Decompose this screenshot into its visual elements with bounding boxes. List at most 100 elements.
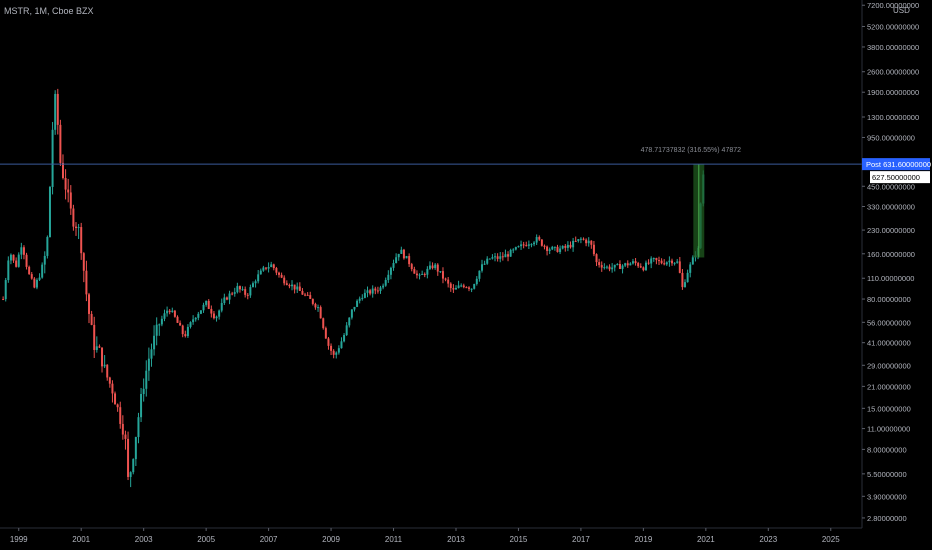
candle-up <box>621 265 624 269</box>
candle-up <box>405 256 408 259</box>
candle-up <box>418 274 421 276</box>
x-tick-label: 2025 <box>822 535 840 544</box>
candle-down <box>72 208 75 227</box>
candle-down <box>681 272 684 288</box>
candle-up <box>262 267 265 271</box>
candle-up <box>337 348 340 353</box>
candle-up <box>317 307 320 309</box>
candle-up <box>363 292 366 298</box>
candle-up <box>686 272 689 283</box>
candle-up <box>236 286 239 293</box>
candle-down <box>595 254 598 263</box>
candle-down <box>496 256 499 259</box>
candle-up <box>20 247 23 255</box>
candle-down <box>467 287 470 289</box>
candle-up <box>512 249 515 251</box>
candle-up <box>457 285 460 288</box>
candle-up <box>189 322 192 327</box>
candle-down <box>88 294 91 314</box>
candle-down <box>462 285 465 288</box>
candle-up <box>486 258 489 264</box>
candle-up <box>103 364 106 367</box>
price-axis[interactable]: 7200.00000000 5200.00000000 3800.00000000 2… <box>861 0 919 528</box>
candle-up <box>514 247 517 250</box>
candle-up <box>426 268 429 275</box>
candle-up <box>296 286 299 290</box>
x-tick-label: 2001 <box>72 535 90 544</box>
candle-down <box>311 298 314 304</box>
candle-up <box>251 283 254 288</box>
candle-down <box>525 245 528 247</box>
candle-up <box>520 244 523 247</box>
y-tick-label: 3800.00000000 <box>867 43 919 52</box>
candle-down <box>106 364 109 378</box>
candle-up <box>348 317 351 326</box>
y-tick-label: 3.90000000 <box>867 492 907 501</box>
candle-up <box>9 254 12 261</box>
candle-down <box>423 273 426 275</box>
candle-down <box>465 287 468 289</box>
candle-down <box>452 288 455 290</box>
y-tick-label: 29.00000000 <box>867 361 911 370</box>
candle-down <box>22 247 25 255</box>
candle-up <box>199 310 202 314</box>
candle-up <box>504 254 507 258</box>
x-tick-label: 2003 <box>135 535 153 544</box>
candle-down <box>639 266 642 268</box>
candle-up <box>387 274 390 280</box>
candle-down <box>540 239 543 246</box>
candle-up <box>145 370 148 389</box>
candle-down <box>543 245 546 247</box>
candle-down <box>179 322 182 326</box>
y-tick-label: 56.00000000 <box>867 318 911 327</box>
candle-down <box>59 124 62 163</box>
candle-up <box>356 300 359 307</box>
candle-up <box>629 263 632 266</box>
candle-down <box>212 313 215 319</box>
candle-down <box>657 260 660 262</box>
y-tick-label: 80.00000000 <box>867 295 911 304</box>
candle-down <box>127 438 130 477</box>
candle-up <box>439 271 442 273</box>
candle-down <box>598 262 601 266</box>
time-axis[interactable]: 1999 2001 2003 2005 2007 2009 2011 2013 2015 2017… <box>0 527 862 544</box>
x-tick-label: 2023 <box>759 535 777 544</box>
candle-down <box>501 256 504 258</box>
candle-down <box>569 244 572 248</box>
candle-down <box>564 245 567 248</box>
y-tick-label: 11.00000000 <box>867 425 910 434</box>
candle-down <box>272 264 275 269</box>
candle-down <box>415 273 418 276</box>
candle-down <box>114 393 117 405</box>
candle-up <box>397 253 400 258</box>
candle-down <box>319 307 322 319</box>
candle-up <box>527 244 530 246</box>
y-tick-label: 5200.00000000 <box>867 22 919 31</box>
candle-down <box>101 347 104 367</box>
y-tick-label: 5.50000000 <box>867 470 907 479</box>
candle-up <box>220 303 223 311</box>
candle-down <box>61 162 64 179</box>
x-tick-label: 2005 <box>197 535 215 544</box>
candle-down <box>322 318 325 329</box>
candle-up <box>163 313 166 319</box>
candle-down <box>618 264 621 269</box>
candle-up <box>95 346 98 350</box>
candle-up <box>605 266 608 268</box>
candle-up <box>202 304 205 311</box>
candle-up <box>481 264 484 271</box>
candle-up <box>192 319 195 323</box>
candles-layer <box>2 88 705 488</box>
candle-up <box>579 238 582 240</box>
candle-up <box>142 388 145 394</box>
candle-down <box>301 290 304 295</box>
x-tick-label: 2021 <box>697 535 715 544</box>
candle-down <box>28 266 31 275</box>
candle-up <box>166 310 169 314</box>
candle-up <box>134 437 137 460</box>
candle-down <box>108 377 111 384</box>
candle-up <box>551 246 554 250</box>
measure-tool[interactable]: 478.71737832 (316.55%) 47872 <box>641 147 742 258</box>
x-tick-label: 2007 <box>260 535 278 544</box>
